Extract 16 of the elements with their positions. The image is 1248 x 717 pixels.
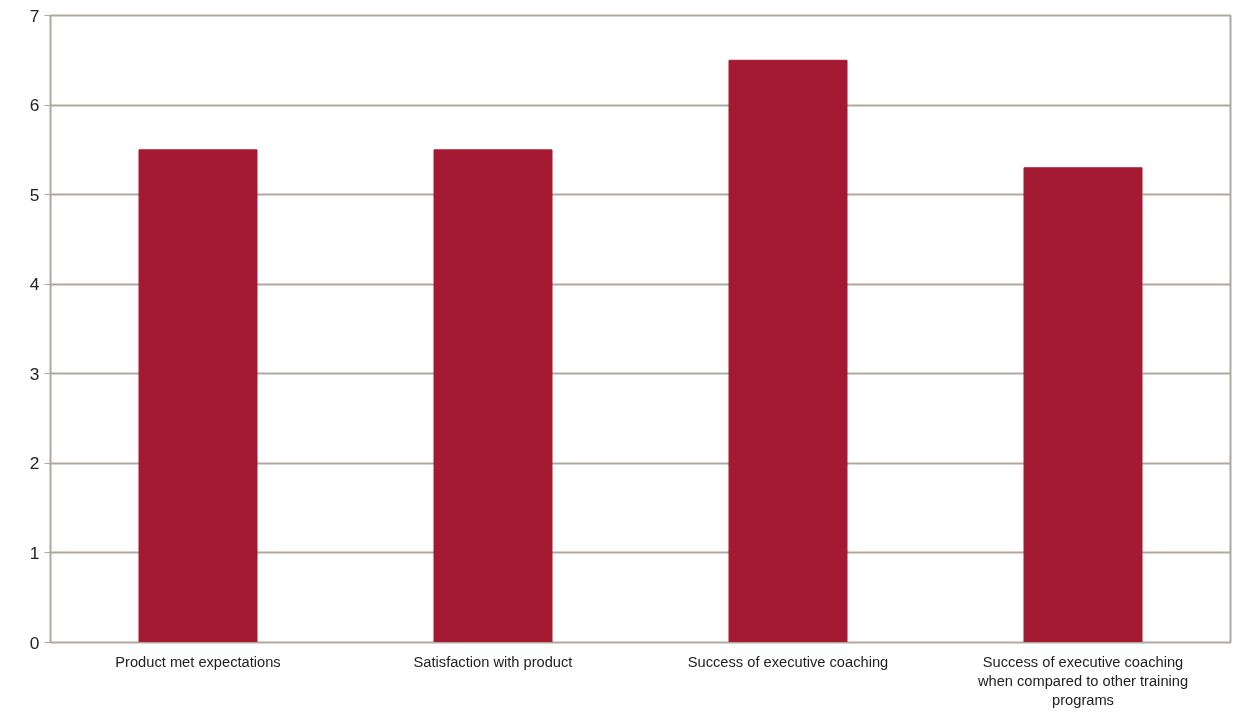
bar (1023, 167, 1143, 643)
x-tick-label: Satisfaction with product (413, 653, 573, 670)
y-tick-label: 6 (29, 95, 40, 116)
y-tick-label: 3 (29, 363, 40, 384)
y-tick-label: 0 (29, 632, 40, 653)
y-tick-label: 4 (29, 274, 40, 295)
x-tick-label: Success of executive coaching when compared to other training programs (976, 653, 1189, 708)
y-tick-label: 5 (29, 184, 40, 205)
y-tick-label: 2 (29, 453, 40, 474)
x-tick-label: Product met expectations (115, 653, 281, 670)
bar (728, 59, 848, 643)
x-tick-label: Success of executive coaching (687, 653, 889, 670)
y-tick-label: 1 (29, 542, 40, 563)
y-tick-label: 7 (29, 5, 40, 26)
bar (433, 149, 553, 643)
bar (138, 149, 258, 643)
